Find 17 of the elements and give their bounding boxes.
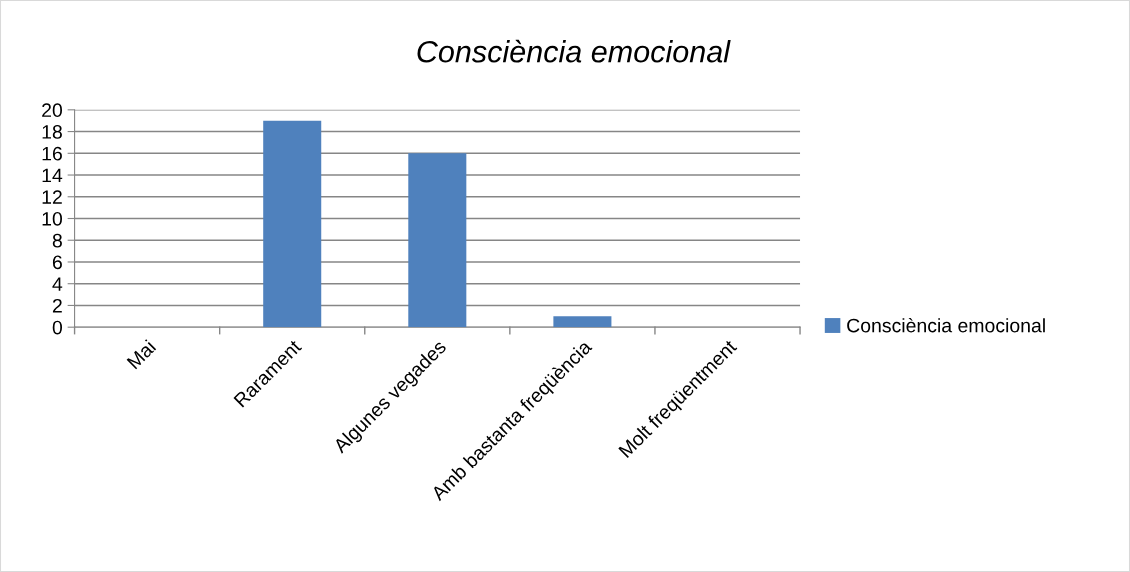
- y-tick-label: 16: [42, 146, 62, 161]
- y-tick-label: 14: [42, 168, 63, 183]
- y-tick-label: 10: [42, 211, 63, 226]
- y-tick-label: 6: [52, 255, 62, 270]
- bar: [263, 120, 322, 328]
- bar: [553, 316, 612, 328]
- x-tick-label: Mai: [126, 339, 157, 370]
- y-tick-label: 4: [52, 277, 63, 291]
- y-tick-label: 0: [52, 320, 63, 335]
- legend-label: Consciència emocional: [847, 317, 1045, 333]
- y-tick-label: 18: [42, 125, 62, 139]
- y-tick-label: 8: [52, 233, 62, 248]
- y-tick-label: 20: [42, 103, 63, 118]
- y-tick-label: 2: [52, 298, 62, 313]
- y-tick-label: 12: [42, 190, 62, 204]
- chart-title: Consciència emocional: [417, 39, 731, 63]
- bar: [408, 153, 467, 328]
